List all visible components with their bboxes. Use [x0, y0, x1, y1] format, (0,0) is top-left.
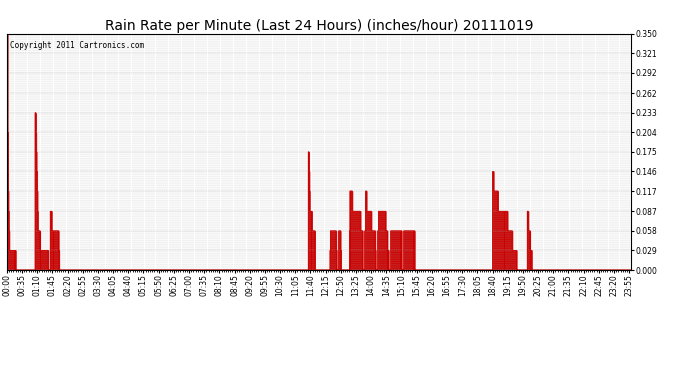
Title: Rain Rate per Minute (Last 24 Hours) (inches/hour) 20111019: Rain Rate per Minute (Last 24 Hours) (in… — [105, 19, 533, 33]
Text: Copyright 2011 Cartronics.com: Copyright 2011 Cartronics.com — [10, 41, 144, 50]
